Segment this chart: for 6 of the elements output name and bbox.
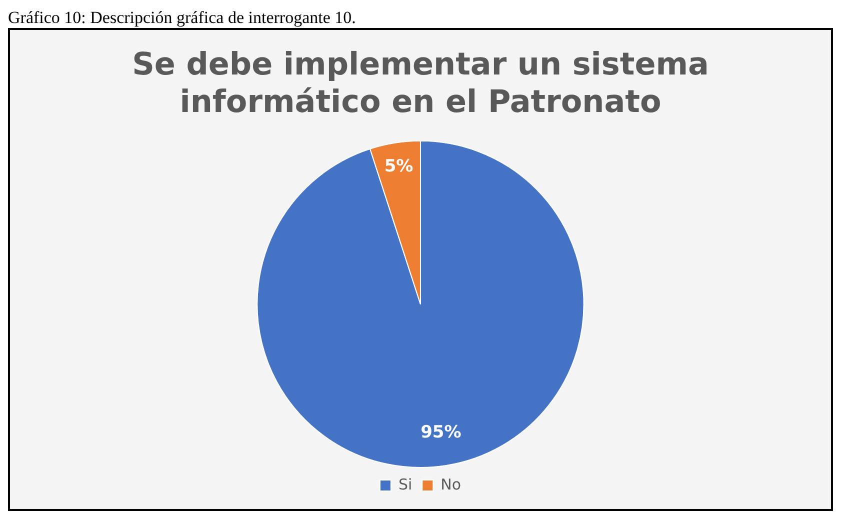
- data-label: 95%: [420, 422, 462, 443]
- legend-label: Si: [398, 475, 412, 494]
- text: Gráfico 10: Descripción gráfica de interrogante 10.: [8, 8, 357, 28]
- data-label: 5%: [384, 156, 414, 177]
- chart-title: Se debe implementar un sistema informático en el Patronato: [132, 46, 709, 120]
- legend-label: No: [440, 475, 462, 494]
